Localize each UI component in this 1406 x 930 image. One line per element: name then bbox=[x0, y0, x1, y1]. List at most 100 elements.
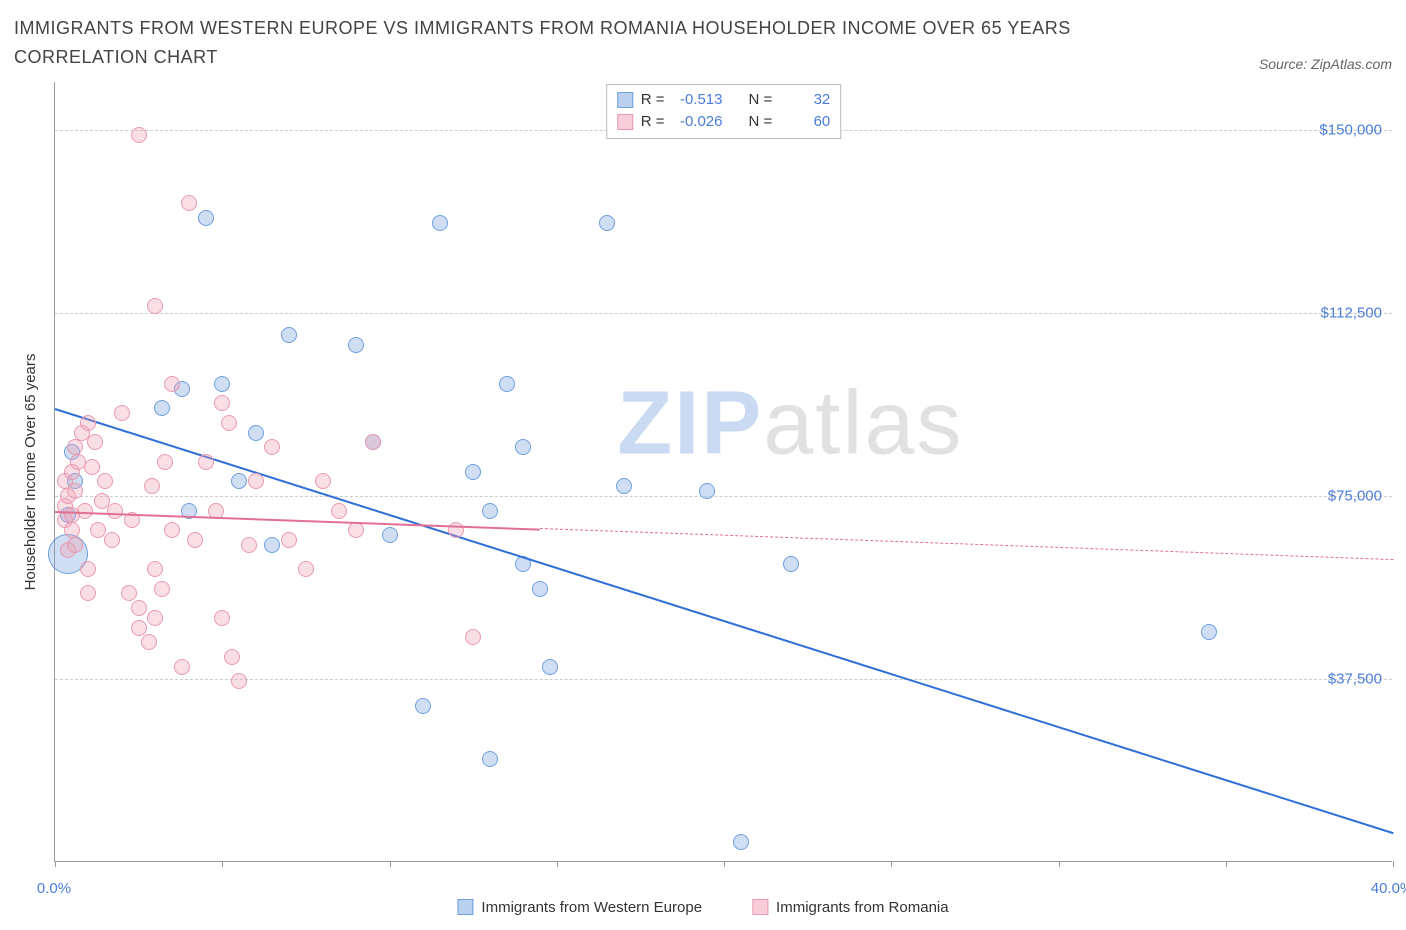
data-point bbox=[147, 298, 163, 314]
legend-swatch bbox=[617, 114, 633, 130]
stat-n-label: N = bbox=[749, 111, 773, 134]
data-point bbox=[181, 195, 197, 211]
y-tick-label: $150,000 bbox=[1319, 122, 1382, 139]
stats-legend-row: R =-0.026N =60 bbox=[617, 111, 831, 134]
stats-legend: R =-0.513N =32R =-0.026N =60 bbox=[606, 84, 842, 139]
data-point bbox=[616, 478, 632, 494]
data-point bbox=[499, 376, 515, 392]
data-point bbox=[157, 454, 173, 470]
data-point bbox=[542, 659, 558, 675]
data-point bbox=[131, 127, 147, 143]
trend-line bbox=[55, 408, 1394, 834]
series-legend: Immigrants from Western EuropeImmigrants… bbox=[457, 899, 948, 916]
correlation-chart: Householder Income Over 65 years ZIPatla… bbox=[14, 82, 1392, 912]
data-point bbox=[281, 532, 297, 548]
data-point bbox=[248, 473, 264, 489]
data-point bbox=[231, 673, 247, 689]
data-point bbox=[415, 698, 431, 714]
data-point bbox=[154, 581, 170, 597]
data-point bbox=[241, 537, 257, 553]
gridline bbox=[55, 679, 1392, 680]
data-point bbox=[198, 454, 214, 470]
source-attribution: Source: ZipAtlas.com bbox=[1259, 56, 1392, 72]
data-point bbox=[382, 527, 398, 543]
x-tick bbox=[1226, 861, 1227, 867]
data-point bbox=[482, 751, 498, 767]
data-point bbox=[67, 439, 83, 455]
stat-r-value: -0.513 bbox=[673, 89, 723, 112]
data-point bbox=[154, 400, 170, 416]
data-point bbox=[131, 600, 147, 616]
stat-n-value: 32 bbox=[780, 89, 830, 112]
y-tick-label: $37,500 bbox=[1328, 670, 1382, 687]
data-point bbox=[80, 585, 96, 601]
data-point bbox=[348, 522, 364, 538]
data-point bbox=[465, 629, 481, 645]
x-tick bbox=[55, 861, 56, 867]
data-point bbox=[67, 483, 83, 499]
data-point bbox=[264, 537, 280, 553]
data-point bbox=[482, 503, 498, 519]
x-tick-label: 40.0% bbox=[1371, 880, 1406, 897]
data-point bbox=[164, 376, 180, 392]
data-point bbox=[131, 620, 147, 636]
trend-line bbox=[540, 528, 1393, 560]
data-point bbox=[144, 478, 160, 494]
data-point bbox=[532, 581, 548, 597]
x-tick bbox=[390, 861, 391, 867]
data-point bbox=[214, 376, 230, 392]
x-tick bbox=[1393, 861, 1394, 867]
data-point bbox=[198, 210, 214, 226]
data-point bbox=[64, 522, 80, 538]
data-point bbox=[733, 834, 749, 850]
data-point bbox=[1201, 624, 1217, 640]
data-point bbox=[174, 659, 190, 675]
data-point bbox=[141, 634, 157, 650]
y-tick-label: $75,000 bbox=[1328, 487, 1382, 504]
data-point bbox=[94, 493, 110, 509]
data-point bbox=[298, 561, 314, 577]
data-point bbox=[121, 585, 137, 601]
x-tick bbox=[1059, 861, 1060, 867]
data-point bbox=[348, 337, 364, 353]
watermark: ZIPatlas bbox=[617, 373, 963, 476]
data-point bbox=[60, 542, 76, 558]
data-point bbox=[465, 464, 481, 480]
data-point bbox=[147, 610, 163, 626]
y-tick-label: $112,500 bbox=[1321, 305, 1382, 322]
stat-n-label: N = bbox=[749, 89, 773, 112]
data-point bbox=[87, 434, 103, 450]
gridline bbox=[55, 496, 1392, 497]
data-point bbox=[599, 215, 615, 231]
x-tick bbox=[891, 861, 892, 867]
legend-item: Immigrants from Western Europe bbox=[457, 899, 702, 916]
legend-swatch bbox=[752, 899, 768, 915]
data-point bbox=[64, 507, 80, 523]
data-point bbox=[164, 522, 180, 538]
x-tick bbox=[557, 861, 558, 867]
data-point bbox=[365, 434, 381, 450]
data-point bbox=[699, 483, 715, 499]
data-point bbox=[432, 215, 448, 231]
gridline bbox=[55, 313, 1392, 314]
data-point bbox=[783, 556, 799, 572]
x-tick bbox=[724, 861, 725, 867]
data-point bbox=[248, 425, 264, 441]
data-point bbox=[80, 561, 96, 577]
data-point bbox=[224, 649, 240, 665]
data-point bbox=[281, 327, 297, 343]
x-tick bbox=[222, 861, 223, 867]
data-point bbox=[97, 473, 113, 489]
data-point bbox=[315, 473, 331, 489]
stats-legend-row: R = -0.513 N = 32 bbox=[617, 89, 831, 112]
data-point bbox=[187, 532, 203, 548]
stat-n-value: 60 bbox=[780, 111, 830, 134]
stat-r-label: R = bbox=[641, 89, 665, 112]
data-point bbox=[80, 415, 96, 431]
data-point bbox=[104, 532, 120, 548]
legend-swatch bbox=[457, 899, 473, 915]
data-point bbox=[214, 610, 230, 626]
data-point bbox=[231, 473, 247, 489]
data-point bbox=[331, 503, 347, 519]
data-point bbox=[114, 405, 130, 421]
